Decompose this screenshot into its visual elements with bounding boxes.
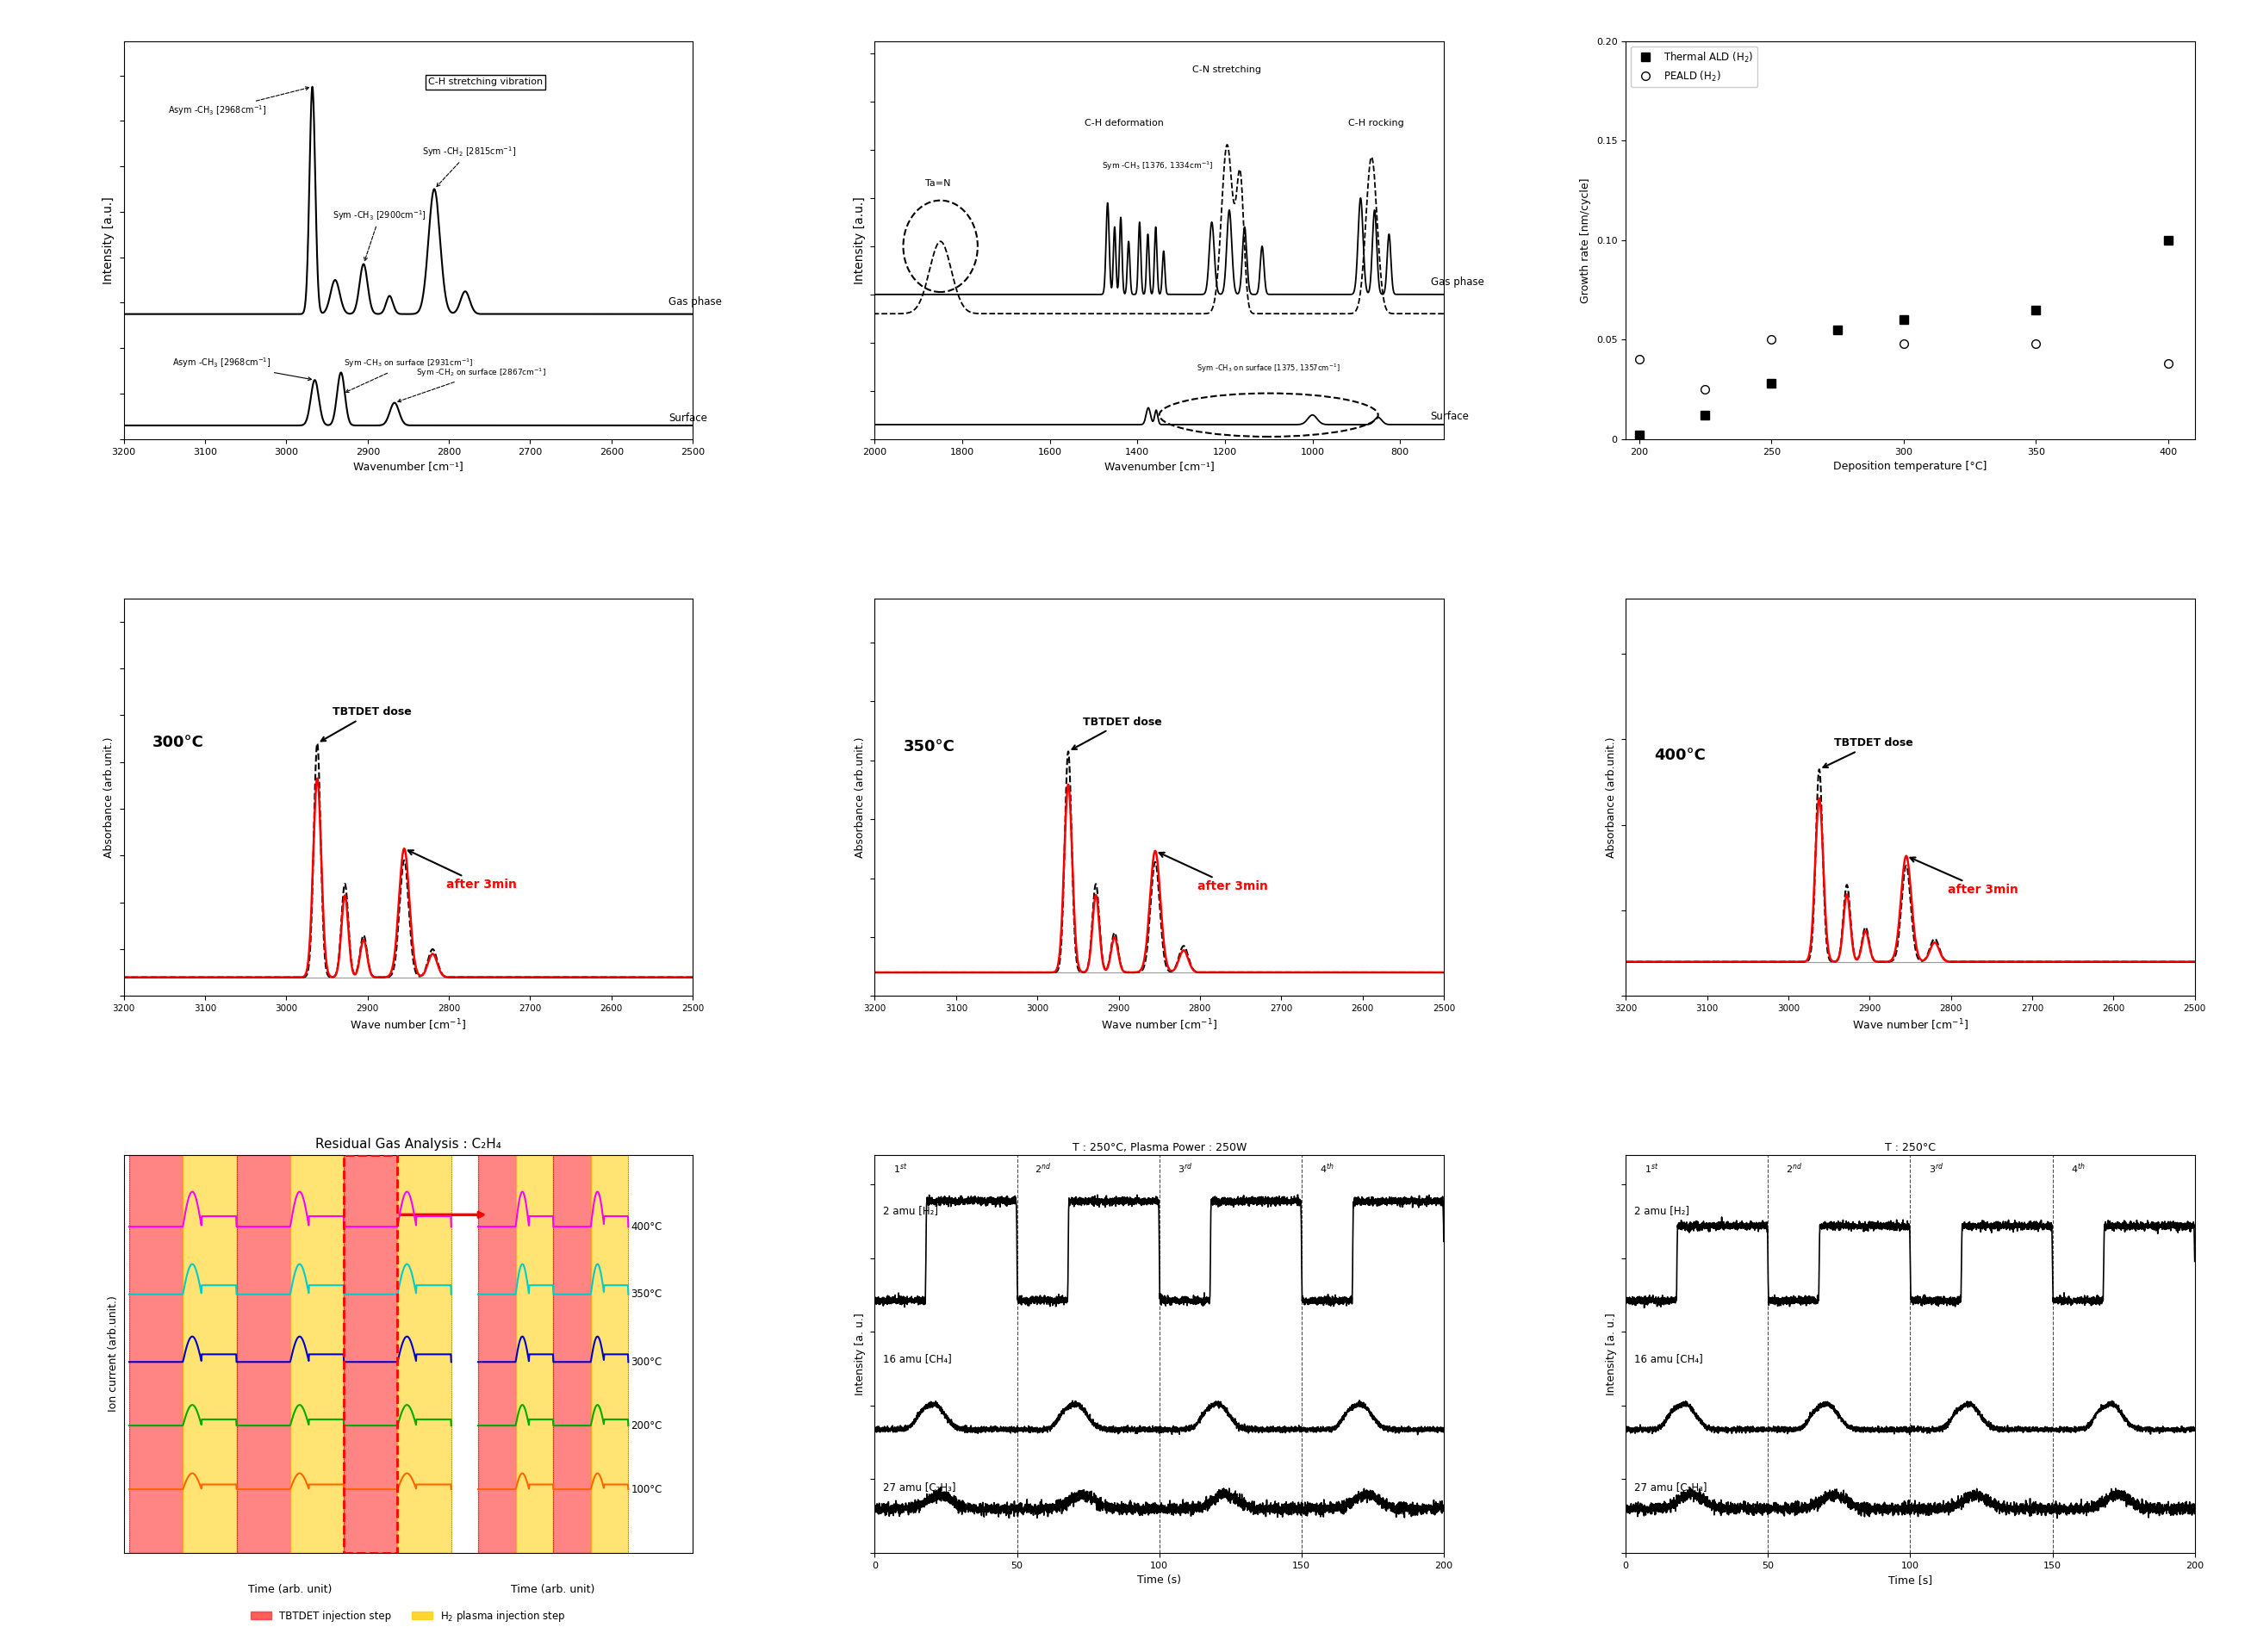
Text: 200°C: 200°C bbox=[630, 1421, 662, 1431]
Text: C-H rocking: C-H rocking bbox=[1348, 119, 1405, 127]
Text: Sym -CH$_3$ on surface [2931cm$^{-1}$]: Sym -CH$_3$ on surface [2931cm$^{-1}$] bbox=[344, 357, 473, 392]
Text: after 3min: after 3min bbox=[1911, 857, 2019, 895]
Y-axis label: Ion current (arb.unit.): Ion current (arb.unit.) bbox=[108, 1295, 119, 1412]
Text: 3$^{rd}$: 3$^{rd}$ bbox=[1929, 1161, 1943, 1175]
Text: 16 amu [CH₄]: 16 amu [CH₄] bbox=[882, 1353, 952, 1365]
Text: 400°C: 400°C bbox=[1654, 748, 1706, 763]
Text: Gas phase: Gas phase bbox=[669, 296, 723, 307]
Text: TBTDET dose: TBTDET dose bbox=[1823, 737, 1913, 768]
Thermal ALD (H$_2$) bbox=[2154, 230, 2181, 249]
PEALD (H$_2$) bbox=[1891, 334, 1918, 354]
Bar bbox=[128, 1155, 182, 1553]
Bar bbox=[290, 1155, 344, 1553]
Text: 350°C: 350°C bbox=[630, 1289, 662, 1300]
Text: Gas phase: Gas phase bbox=[1432, 276, 1483, 287]
X-axis label: Time [s]: Time [s] bbox=[1889, 1574, 1931, 1586]
Text: 400°C: 400°C bbox=[630, 1221, 662, 1232]
Y-axis label: Intensity [a.u.]: Intensity [a.u.] bbox=[853, 197, 867, 284]
Bar bbox=[554, 1155, 590, 1553]
Text: 16 amu [CH₄]: 16 amu [CH₄] bbox=[1634, 1353, 1704, 1365]
PEALD (H$_2$) bbox=[1758, 330, 1785, 350]
PEALD (H$_2$) bbox=[1693, 380, 1720, 400]
Text: 350°C: 350°C bbox=[903, 738, 954, 755]
Y-axis label: Growth rate [nm/cycle]: Growth rate [nm/cycle] bbox=[1580, 177, 1591, 302]
Thermal ALD (H$_2$) bbox=[1758, 373, 1785, 393]
Text: Sym -CH$_3$ on surface [1375, 1357cm$^{-1}$]: Sym -CH$_3$ on surface [1375, 1357cm$^{-… bbox=[1198, 363, 1339, 375]
Bar bbox=[477, 1155, 515, 1553]
Legend: Thermal ALD (H$_2$), PEALD (H$_2$): Thermal ALD (H$_2$), PEALD (H$_2$) bbox=[1632, 46, 1758, 88]
Text: 2$^{nd}$: 2$^{nd}$ bbox=[1785, 1161, 1801, 1175]
Line: PEALD (H$_2$): PEALD (H$_2$) bbox=[1634, 335, 2172, 393]
Thermal ALD (H$_2$) bbox=[1823, 320, 1850, 340]
Text: 1$^{st}$: 1$^{st}$ bbox=[894, 1161, 907, 1175]
Text: 1$^{st}$: 1$^{st}$ bbox=[1643, 1161, 1659, 1175]
Text: Sym -CH$_2$ [2815cm$^{-1}$]: Sym -CH$_2$ [2815cm$^{-1}$] bbox=[423, 145, 515, 187]
Y-axis label: Absorbance (arb.unit.): Absorbance (arb.unit.) bbox=[855, 737, 867, 857]
Y-axis label: Intensity [a. u.]: Intensity [a. u.] bbox=[1605, 1313, 1616, 1396]
Y-axis label: Intensity [a.u.]: Intensity [a.u.] bbox=[104, 197, 115, 284]
X-axis label: Deposition temperature [°C]: Deposition temperature [°C] bbox=[1832, 461, 1988, 472]
Text: Time (arb. unit): Time (arb. unit) bbox=[248, 1584, 333, 1596]
Thermal ALD (H$_2$) bbox=[1891, 311, 1918, 330]
Bar bbox=[344, 1155, 398, 1553]
Bar bbox=[344, 1155, 398, 1553]
X-axis label: Wavenumber [cm⁻¹]: Wavenumber [cm⁻¹] bbox=[353, 461, 464, 472]
Text: 3$^{rd}$: 3$^{rd}$ bbox=[1177, 1161, 1193, 1175]
Text: TBTDET dose: TBTDET dose bbox=[1071, 717, 1162, 750]
Y-axis label: Absorbance (arb.unit.): Absorbance (arb.unit.) bbox=[1605, 737, 1616, 857]
Text: Asym -CH$_3$ [2968cm$^{-1}$]: Asym -CH$_3$ [2968cm$^{-1}$] bbox=[171, 357, 311, 380]
Text: Sym -CH$_3$ [2900cm$^{-1}$]: Sym -CH$_3$ [2900cm$^{-1}$] bbox=[333, 208, 428, 261]
X-axis label: Time (s): Time (s) bbox=[1137, 1574, 1182, 1586]
Text: 300°C: 300°C bbox=[630, 1356, 662, 1368]
Bar bbox=[236, 1155, 290, 1553]
PEALD (H$_2$) bbox=[2154, 354, 2181, 373]
Bar bbox=[398, 1155, 450, 1553]
Text: TBTDET dose: TBTDET dose bbox=[322, 707, 412, 742]
Text: Surface: Surface bbox=[669, 413, 707, 423]
Thermal ALD (H$_2$) bbox=[1625, 425, 1652, 444]
Text: after 3min: after 3min bbox=[407, 851, 518, 890]
Y-axis label: Intensity [a. u.]: Intensity [a. u.] bbox=[855, 1313, 867, 1396]
Text: C-N stretching: C-N stretching bbox=[1193, 66, 1261, 74]
Text: C-H deformation: C-H deformation bbox=[1085, 119, 1164, 127]
Line: Thermal ALD (H$_2$): Thermal ALD (H$_2$) bbox=[1634, 236, 2172, 439]
Bar bbox=[590, 1155, 628, 1553]
Text: Ta=N: Ta=N bbox=[925, 178, 950, 188]
Text: 4$^{th}$: 4$^{th}$ bbox=[1319, 1161, 1335, 1175]
Bar bbox=[515, 1155, 554, 1553]
X-axis label: Wave number [cm$^{-1}$]: Wave number [cm$^{-1}$] bbox=[1853, 1018, 1967, 1032]
X-axis label: Wave number [cm$^{-1}$]: Wave number [cm$^{-1}$] bbox=[351, 1018, 466, 1032]
Text: C-H stretching vibration: C-H stretching vibration bbox=[428, 78, 542, 86]
PEALD (H$_2$) bbox=[1625, 350, 1652, 370]
Text: 2 amu [H₂]: 2 amu [H₂] bbox=[882, 1206, 939, 1216]
Text: after 3min: after 3min bbox=[1159, 852, 1267, 892]
Title: Residual Gas Analysis : C₂H₄: Residual Gas Analysis : C₂H₄ bbox=[315, 1138, 502, 1150]
Title: T : 250°C, Plasma Power : 250W: T : 250°C, Plasma Power : 250W bbox=[1071, 1142, 1247, 1153]
Thermal ALD (H$_2$) bbox=[1693, 405, 1720, 425]
Thermal ALD (H$_2$) bbox=[2021, 301, 2048, 320]
X-axis label: Wavenumber [cm⁻¹]: Wavenumber [cm⁻¹] bbox=[1105, 461, 1213, 472]
Text: 100°C: 100°C bbox=[630, 1483, 662, 1495]
Text: Asym -CH$_3$ [2968cm$^{-1}$]: Asym -CH$_3$ [2968cm$^{-1}$] bbox=[169, 88, 308, 117]
Text: Sym -CH$_3$ [1376, 1334cm$^{-1}$]: Sym -CH$_3$ [1376, 1334cm$^{-1}$] bbox=[1101, 160, 1213, 172]
Bar bbox=[182, 1155, 236, 1553]
PEALD (H$_2$) bbox=[2021, 334, 2048, 354]
Legend: TBTDET injection step, H$_2$ plasma injection step: TBTDET injection step, H$_2$ plasma inje… bbox=[248, 1604, 570, 1627]
Text: 27 amu [C₂H₃]: 27 amu [C₂H₃] bbox=[1634, 1482, 1706, 1493]
Title: T : 250°C: T : 250°C bbox=[1884, 1142, 1936, 1153]
Y-axis label: Absorbance (arb.unit.): Absorbance (arb.unit.) bbox=[104, 737, 115, 857]
X-axis label: Wave number [cm$^{-1}$]: Wave number [cm$^{-1}$] bbox=[1101, 1018, 1218, 1032]
Text: Surface: Surface bbox=[1432, 411, 1470, 423]
Text: Sym -CH$_2$ on surface [2867cm$^{-1}$]: Sym -CH$_2$ on surface [2867cm$^{-1}$] bbox=[398, 367, 547, 401]
Text: 2$^{nd}$: 2$^{nd}$ bbox=[1035, 1161, 1051, 1175]
Text: Time (arb. unit): Time (arb. unit) bbox=[511, 1584, 594, 1596]
Text: 4$^{th}$: 4$^{th}$ bbox=[2071, 1161, 2084, 1175]
Text: 300°C: 300°C bbox=[153, 735, 205, 750]
Text: 2 amu [H₂]: 2 amu [H₂] bbox=[1634, 1206, 1691, 1216]
Text: 27 amu [C₂H₃]: 27 amu [C₂H₃] bbox=[882, 1482, 957, 1493]
